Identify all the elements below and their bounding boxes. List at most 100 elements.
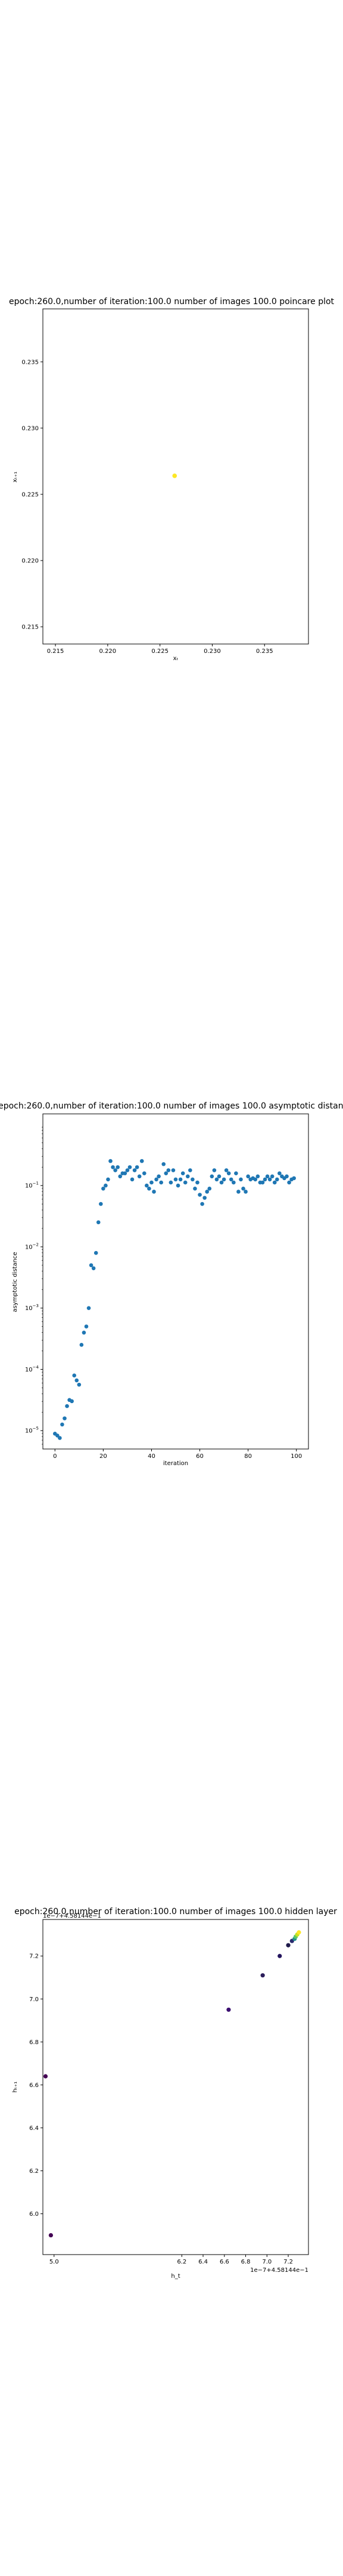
asymptotic-distance-point <box>260 1180 265 1185</box>
asymptotic-distance-point <box>171 1168 176 1172</box>
asymptotic-distance-point <box>285 1174 289 1179</box>
hidden-layer-xtick-label: 6.8 <box>241 2259 251 2265</box>
asymptotic-distance-point <box>123 1171 127 1175</box>
asymptotic-distance-point <box>229 1177 233 1182</box>
poincare-plot-xtick-label: 0.215 <box>47 648 64 655</box>
asymptotic-distance-ytick-label: 10−3 <box>25 1304 39 1312</box>
hidden-layer-xtick-label: 6.4 <box>198 2259 208 2265</box>
asymptotic-distance-point <box>99 1202 103 1206</box>
poincare-plot-ytick-label: 0.225 <box>21 491 39 498</box>
asymptotic-distance-point <box>246 1174 250 1179</box>
asymptotic-distance-point <box>132 1168 137 1172</box>
hidden-layer-y-offset: 1e−7+4.58144e−1 <box>43 1913 101 1919</box>
asymptotic-distance-point <box>63 1416 67 1420</box>
hidden-layer-xtick-label: 6.2 <box>177 2259 186 2265</box>
asymptotic-distance-point <box>180 1171 185 1175</box>
asymptotic-distance-point <box>82 1330 86 1335</box>
asymptotic-distance-point <box>159 1180 163 1185</box>
poincare-plot-xtick-label: 0.235 <box>256 648 273 655</box>
asymptotic-distance-point <box>267 1177 272 1182</box>
asymptotic-distance-title: epoch:260.0,number of iteration:100.0 nu… <box>0 1101 343 1111</box>
hidden-layer-ylabel: hₜ₊₁ <box>12 2082 18 2093</box>
asymptotic-distance-point <box>101 1187 105 1191</box>
asymptotic-distance-point <box>191 1177 195 1182</box>
asymptotic-distance-point <box>55 1433 60 1438</box>
asymptotic-distance-point <box>214 1177 219 1182</box>
poincare-plot-ylabel: xₜ₊₁ <box>12 472 18 482</box>
asymptotic-distance-point <box>219 1180 224 1185</box>
hidden-layer-point <box>286 1943 291 1948</box>
asymptotic-distance-plot: epoch:260.0,number of iteration:100.0 nu… <box>0 1101 343 1467</box>
asymptotic-distance-point <box>58 1436 62 1440</box>
hidden-layer-ytick-label: 6.8 <box>29 2039 39 2046</box>
asymptotic-distance-point <box>275 1177 279 1182</box>
asymptotic-distance-xtick-label: 20 <box>99 1453 107 1460</box>
poincare-plot-xtick-label: 0.230 <box>204 648 221 655</box>
asymptotic-distance-point <box>84 1324 89 1329</box>
asymptotic-distance-point <box>74 1378 79 1383</box>
poincare-plot: epoch:260.0,number of iteration:100.0 nu… <box>9 297 335 662</box>
asymptotic-distance-ytick-label: 10−2 <box>25 1242 39 1250</box>
poincare-plot-ticks: 0.215 0.220 0.225 0.230 0.235 0.215 0.220 0.225… <box>21 359 273 655</box>
asymptotic-distance-xtick-label: 60 <box>196 1453 204 1460</box>
asymptotic-distance-point <box>106 1177 110 1182</box>
hidden-layer-point <box>48 2233 54 2238</box>
asymptotic-distance-point <box>232 1180 236 1185</box>
poincare-plot-xlabel: xₜ <box>173 655 179 662</box>
hidden-layer-ytick-label: 6.4 <box>29 2125 39 2132</box>
hidden-layer-xtick-label: 5.0 <box>49 2259 59 2265</box>
asymptotic-distance-point <box>183 1180 188 1185</box>
asymptotic-distance-point <box>96 1220 101 1225</box>
asymptotic-distance-point <box>224 1168 229 1172</box>
asymptotic-distance-point <box>263 1177 267 1182</box>
asymptotic-distance-point <box>270 1174 275 1179</box>
asymptotic-distance-point <box>178 1177 183 1182</box>
asymptotic-distance-point <box>137 1174 142 1179</box>
hidden-layer-xtick-label: 6.6 <box>220 2259 229 2265</box>
asymptotic-distance-points <box>52 1159 296 1440</box>
hidden-layer-xlabel: h_t <box>171 2273 180 2280</box>
asymptotic-distance-point <box>147 1187 151 1191</box>
asymptotic-distance-point <box>195 1180 199 1185</box>
asymptotic-distance-xlabel: iteration <box>163 1460 188 1467</box>
asymptotic-distance-point <box>154 1177 158 1182</box>
asymptotic-distance-point <box>125 1168 130 1172</box>
asymptotic-distance-point <box>265 1174 270 1179</box>
asymptotic-distance-xtick-label: 40 <box>148 1453 155 1460</box>
poincare-plot-points <box>172 473 177 478</box>
poincare-plot-title: epoch:260.0,number of iteration:100.0 nu… <box>9 297 335 306</box>
hidden-layer-frame <box>42 1919 309 2255</box>
asymptotic-distance-point <box>255 1174 260 1179</box>
hidden-layer-ytick-label: 7.0 <box>29 1996 39 2003</box>
poincare-plot-ytick-label: 0.230 <box>21 425 39 432</box>
asymptotic-distance-point <box>272 1180 277 1185</box>
hidden-layer-xtick-label: 7.0 <box>262 2259 272 2265</box>
hidden-layer-point <box>277 1953 282 1958</box>
asymptotic-distance-point <box>149 1180 154 1185</box>
asymptotic-distance-point <box>104 1183 108 1188</box>
poincare-plot-xtick-label: 0.220 <box>99 648 117 655</box>
asymptotic-distance-point <box>116 1165 120 1169</box>
asymptotic-distance-point <box>65 1404 69 1408</box>
asymptotic-distance-xtick-label: 0 <box>53 1453 57 1460</box>
hidden-layer-point <box>260 1973 265 1978</box>
asymptotic-distance-point <box>72 1373 77 1378</box>
hidden-layer-ytick-label: 7.2 <box>29 1953 39 1960</box>
asymptotic-distance-point <box>152 1190 156 1194</box>
poincare-plot-ytick-label: 0.235 <box>21 359 39 366</box>
asymptotic-distance-point <box>108 1159 113 1163</box>
hidden-layer-ytick-label: 6.2 <box>29 2168 39 2175</box>
poincare-plot-ytick-label: 0.215 <box>21 624 39 631</box>
asymptotic-distance-point <box>207 1187 212 1191</box>
asymptotic-distance-point <box>198 1193 202 1197</box>
asymptotic-distance-point <box>287 1180 291 1185</box>
asymptotic-distance-point <box>226 1171 231 1175</box>
asymptotic-distance-point <box>222 1177 226 1182</box>
asymptotic-distance-ylabel: asymptotic distance <box>12 1252 18 1312</box>
hidden-layer-title: epoch:260.0,number of iteration:100.0 nu… <box>14 1907 337 1916</box>
poincare-plot-frame <box>42 308 309 645</box>
hidden-layer-point <box>43 2074 48 2079</box>
asymptotic-distance-point <box>212 1168 217 1172</box>
asymptotic-distance-point <box>188 1168 192 1172</box>
asymptotic-distance-point <box>244 1190 248 1194</box>
